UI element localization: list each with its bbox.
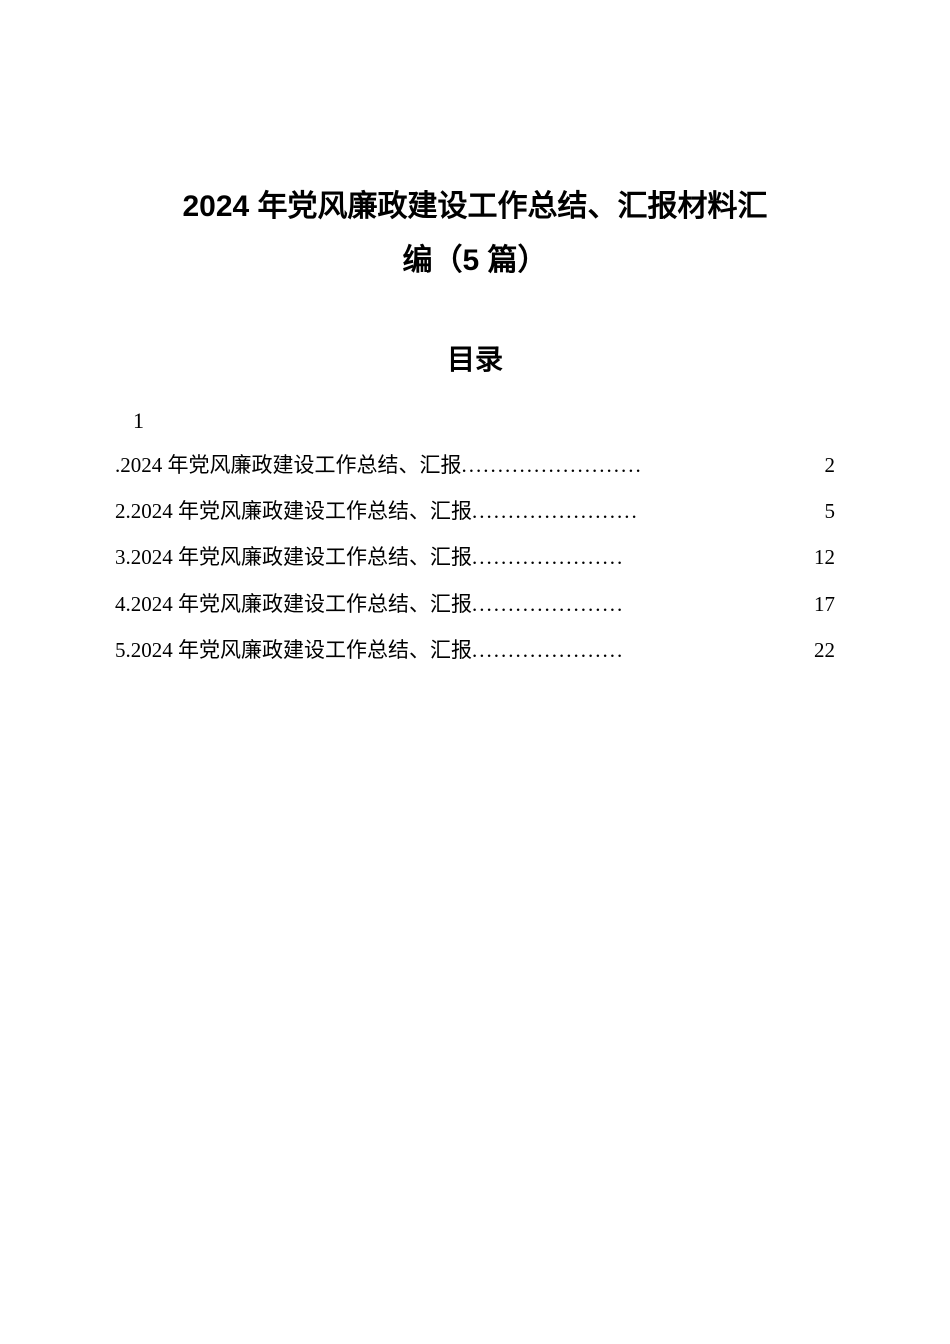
toc-entry-text: .2024 年党风廉政建设工作总结、汇报 — [115, 442, 462, 488]
toc-dots: ....................... — [472, 488, 825, 534]
toc-dots: ..................... — [472, 627, 814, 673]
title-line-2: 编（5 篇） — [115, 234, 835, 288]
number-marker: 1 — [133, 408, 835, 434]
toc-list: .2024 年党风廉政建设工作总结、汇报 ...................… — [115, 442, 835, 673]
toc-page-number: 2 — [825, 442, 836, 488]
toc-page-number: 12 — [814, 534, 835, 580]
toc-page-number: 5 — [825, 488, 836, 534]
toc-entry-text: 5.2024 年党风廉政建设工作总结、汇报 — [115, 627, 472, 673]
toc-entry: 5.2024 年党风廉政建设工作总结、汇报 ..................… — [115, 627, 835, 673]
toc-page-number: 17 — [814, 581, 835, 627]
toc-entry: .2024 年党风廉政建设工作总结、汇报 ...................… — [115, 442, 835, 488]
toc-dots: ..................... — [472, 534, 814, 580]
toc-entry: 2.2024 年党风廉政建设工作总结、汇报 ..................… — [115, 488, 835, 534]
toc-entry: 4.2024 年党风廉政建设工作总结、汇报 ..................… — [115, 581, 835, 627]
toc-entry-text: 4.2024 年党风廉政建设工作总结、汇报 — [115, 581, 472, 627]
document-title: 2024 年党风廉政建设工作总结、汇报材料汇 编（5 篇） — [115, 180, 835, 288]
toc-entry-text: 3.2024 年党风廉政建设工作总结、汇报 — [115, 534, 472, 580]
toc-page-number: 22 — [814, 627, 835, 673]
toc-heading: 目录 — [115, 338, 835, 378]
title-line-1: 2024 年党风廉政建设工作总结、汇报材料汇 — [115, 180, 835, 234]
toc-dots: ..................... — [472, 581, 814, 627]
toc-entry-text: 2.2024 年党风廉政建设工作总结、汇报 — [115, 488, 472, 534]
toc-dots: ......................... — [462, 442, 825, 488]
document-page: 2024 年党风廉政建设工作总结、汇报材料汇 编（5 篇） 目录 1 .2024… — [0, 0, 950, 673]
toc-entry: 3.2024 年党风廉政建设工作总结、汇报 ..................… — [115, 534, 835, 580]
